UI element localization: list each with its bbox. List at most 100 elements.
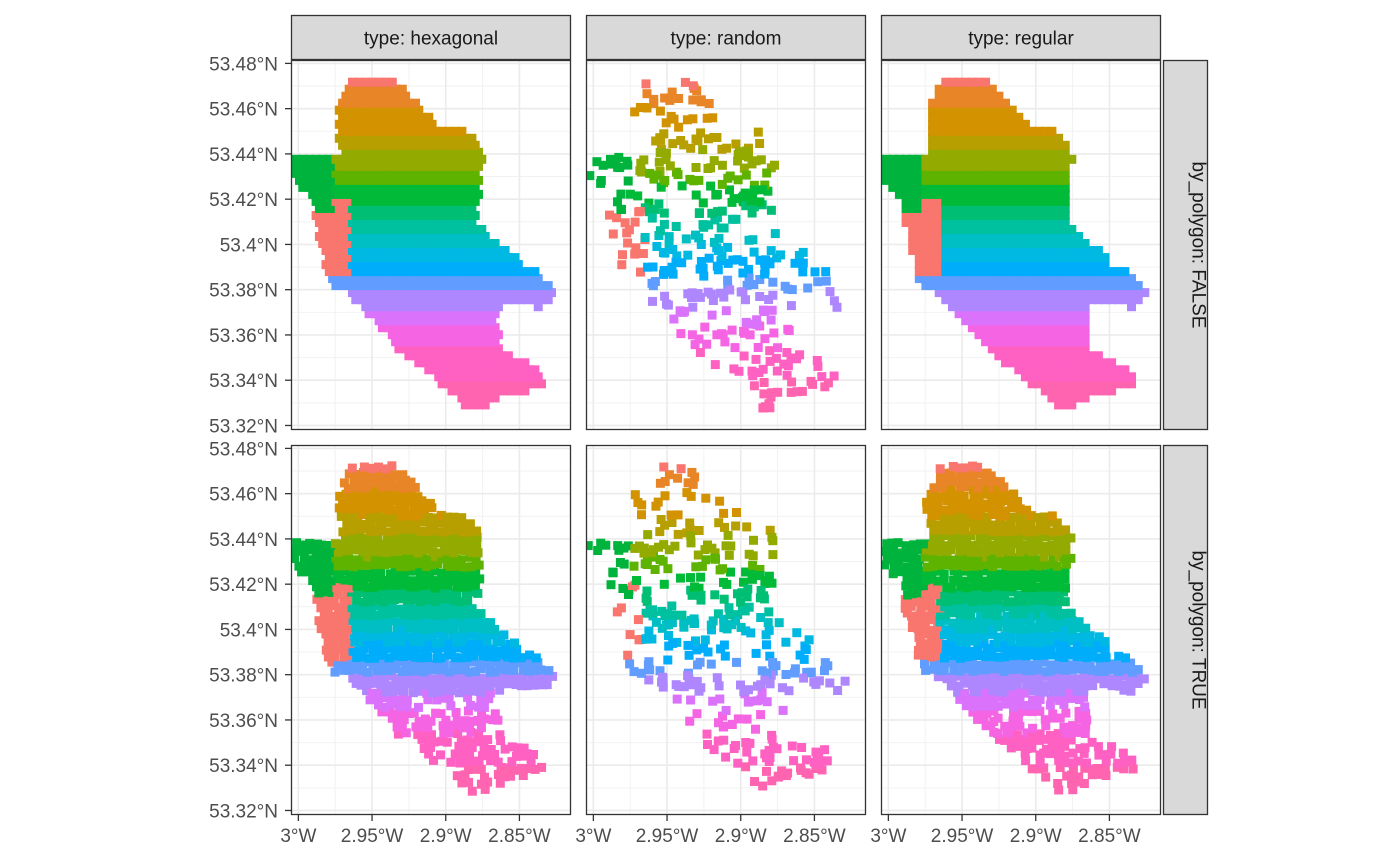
sample-point [1019,735,1029,745]
sample-point [741,295,750,305]
sample-point [914,161,924,171]
sample-point [348,657,358,667]
sample-point [921,182,931,192]
sample-point [519,658,529,668]
sample-point [364,154,374,164]
sample-point [1034,673,1044,683]
sample-point [1000,652,1010,662]
sample-point [1040,147,1050,157]
sample-point [495,685,505,695]
sample-point [347,603,357,613]
sample-point [307,561,317,571]
sample-point [1047,540,1057,550]
sample-point [666,111,676,121]
sample-point [1007,582,1017,592]
sample-point [781,670,791,679]
sample-point [474,400,483,410]
sample-point [941,91,951,101]
sample-point [444,295,454,305]
sample-point [447,147,457,157]
sample-point [480,232,490,241]
sample-point [424,140,434,150]
sample-point [437,295,447,305]
sample-point [1034,133,1044,143]
sample-point [548,671,558,681]
sample-point [510,638,519,648]
sample-point [480,288,490,298]
sample-point [343,498,353,508]
sample-point [391,182,401,192]
sample-point [377,84,387,94]
sample-point [933,622,943,632]
sample-point [737,588,747,598]
sample-point [411,309,420,319]
sample-point [449,679,459,689]
sample-point [340,617,349,627]
y-tick-label: 53.34°N [209,371,278,392]
sample-point [352,652,362,662]
sample-point [467,743,477,753]
sample-point [907,623,917,632]
sample-point [999,666,1009,676]
sample-point [981,288,991,298]
sample-point [712,189,722,199]
sample-point [961,281,971,291]
sample-point [644,626,654,636]
sample-point [948,281,957,291]
sample-point [934,91,944,101]
sample-point [701,555,711,565]
sample-point [656,515,666,524]
sample-point [468,657,478,667]
sample-point [934,260,944,270]
sample-point [605,210,614,220]
sample-point [625,630,635,640]
sample-point [470,609,480,619]
sample-point [900,595,910,605]
sample-point [700,635,710,645]
sample-point [962,505,972,515]
sample-point [386,631,396,641]
sample-point [328,561,338,571]
sample-point [994,526,1004,536]
sample-point [987,168,997,178]
sample-point [941,147,951,157]
sample-point [654,157,664,167]
sample-point [467,786,477,796]
sample-point [689,619,699,628]
sample-point [485,667,495,677]
sample-point [1028,611,1038,621]
sample-point [1007,253,1017,263]
sample-point [755,197,765,207]
sample-point [967,316,977,326]
sample-point [941,615,951,625]
sample-point [764,571,774,581]
sample-point [732,255,742,265]
sample-point [1034,288,1044,298]
sample-point [1001,112,1010,122]
sample-point [344,196,354,206]
sample-point [487,344,497,354]
sample-point [318,182,328,192]
sample-point [1020,330,1030,340]
sample-point [1001,323,1010,333]
sample-point [401,617,411,626]
sample-point [993,713,1003,723]
sample-point [914,204,924,213]
sample-point [348,274,357,284]
sample-point [660,520,670,530]
sample-point [336,553,346,563]
sample-point [1007,274,1017,284]
sample-point [1041,772,1051,782]
sample-point [1007,602,1017,612]
sample-point [921,253,931,263]
sample-point [1067,281,1077,291]
sample-point [353,476,363,486]
sample-point [460,260,470,270]
sample-point [908,618,918,628]
sample-point [926,625,936,635]
sample-point [798,267,808,277]
sample-point [1100,295,1110,305]
sample-point [1094,632,1104,642]
sample-point [1053,540,1063,550]
